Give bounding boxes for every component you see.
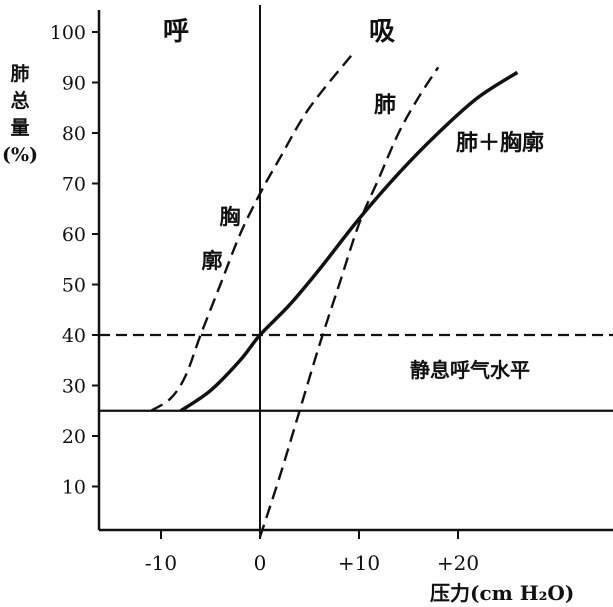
y-tick-label: 50 — [62, 275, 86, 297]
series-lines — [150, 51, 519, 538]
y-ticks: 10 20 30 40 50 60 70 80 90 100 — [50, 22, 99, 499]
y-tick-label: 10 — [62, 477, 86, 499]
y-tick-label: 20 — [62, 426, 86, 448]
y-tick-label: 100 — [50, 22, 86, 44]
y-tick-label: 90 — [62, 73, 86, 95]
y-tick-label: 30 — [62, 376, 86, 398]
lung-plus-thorax-curve — [179, 70, 519, 413]
y-tick-label: 40 — [62, 325, 86, 347]
lung-curve — [258, 66, 440, 538]
series-label-lung: 肺 — [374, 92, 396, 118]
region-label-right: 吸 — [369, 17, 395, 47]
x-tick-label: +20 — [437, 551, 479, 575]
series-label-thorax-2: 廓 — [202, 248, 223, 273]
x-tick-label: 0 — [254, 551, 267, 575]
y-tick-label: 70 — [62, 174, 86, 196]
y-tick-label: 80 — [62, 123, 86, 145]
region-label-left: 呼 — [163, 17, 189, 47]
x-tick-label: +10 — [338, 551, 380, 575]
x-ticks: -10 0 +10 +20 — [145, 530, 479, 575]
series-label-thorax-1: 胸 — [220, 204, 241, 229]
x-axis-label: 压力(cm H₂O) — [430, 581, 574, 605]
resting-expiratory-level-label: 静息呼气水平 — [410, 358, 530, 382]
series-label-lung-plus-thorax: 肺＋胸廓 — [456, 130, 544, 156]
y-tick-label: 60 — [62, 224, 86, 246]
y-axis-label: 肺总量(%) — [2, 63, 38, 166]
thorax-curve — [150, 51, 355, 412]
x-tick-label: -10 — [145, 551, 177, 575]
reference-lines — [99, 333, 613, 412]
